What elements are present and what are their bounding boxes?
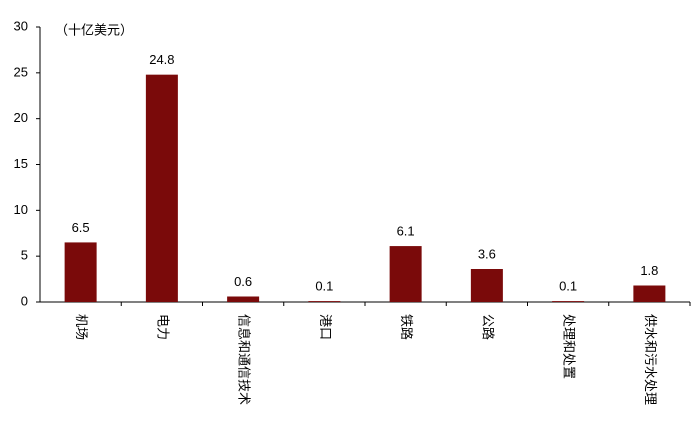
x-tick-label: 公路 (480, 314, 495, 340)
bar (552, 301, 585, 302)
x-tick-label: 机场 (74, 314, 89, 340)
x-tick-label: 处理和处置 (562, 314, 577, 379)
x-tick-label: 供水和污水处理 (643, 314, 658, 405)
x-tick-label: 电力 (155, 314, 170, 340)
data-label: 6.5 (72, 220, 90, 235)
x-tick-label: 铁路 (399, 314, 414, 340)
bar (308, 301, 341, 302)
y-tick-label: 20 (14, 110, 28, 125)
bar (227, 296, 260, 302)
y-tick-label: 30 (14, 18, 28, 33)
x-tick-label: 信息和通信技术 (237, 314, 252, 405)
bar (389, 246, 422, 302)
data-label: 0.6 (234, 274, 252, 289)
y-tick-label: 10 (14, 202, 28, 217)
data-label: 1.8 (640, 263, 658, 278)
bar (145, 74, 178, 303)
bar (470, 269, 503, 302)
data-label: 6.1 (397, 224, 415, 239)
data-label: 0.1 (559, 279, 577, 294)
y-tick-label: 5 (21, 248, 28, 263)
y-tick-label: 25 (14, 64, 28, 79)
x-tick-label: 港口 (318, 314, 333, 340)
data-label: 24.8 (149, 52, 174, 67)
y-tick-label: 0 (21, 293, 28, 308)
data-label: 3.6 (478, 246, 496, 261)
data-label: 0.1 (315, 279, 333, 294)
bar (64, 242, 97, 302)
unit-label: （十亿美元） (55, 22, 133, 37)
y-tick-label: 15 (14, 156, 28, 171)
bar (633, 285, 666, 302)
